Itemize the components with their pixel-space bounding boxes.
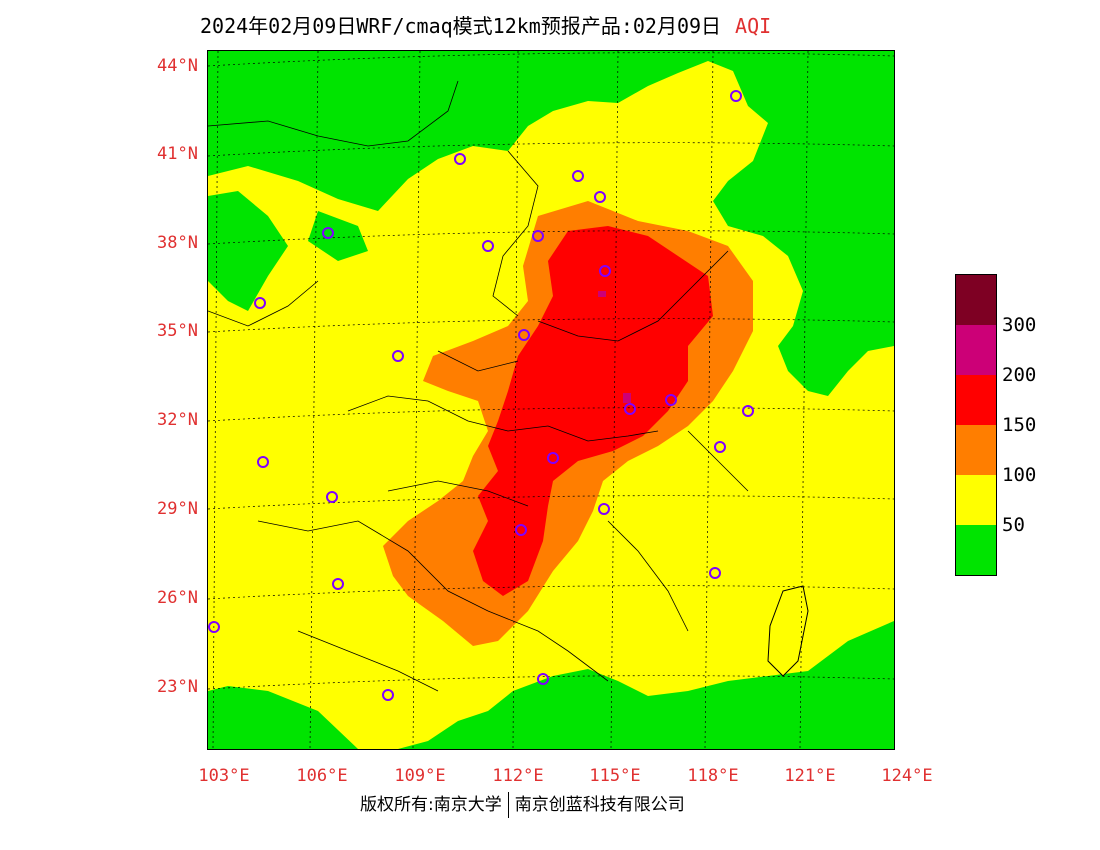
copyright-footer: 版权所有:南京大学 南京创蓝科技有限公司: [360, 790, 685, 818]
map-title: 2024年02月09日WRF/cmaq模式12km预报产品:02月09日 AQI: [200, 10, 771, 39]
legend-swatch-200-300: [956, 325, 996, 375]
aqi-legend: [955, 274, 997, 576]
aqi-map-svg: [208, 51, 894, 749]
legend-label-50: 50: [1002, 514, 1025, 536]
lon-label-106: 106°E: [296, 766, 348, 786]
legend-swatch-0-50: [956, 525, 996, 575]
aqi-speck-1: [598, 291, 606, 297]
legend-label-150: 150: [1002, 414, 1037, 436]
legend-label-300: 300: [1002, 314, 1037, 336]
copyright-left: 版权所有:南京大学: [360, 795, 502, 815]
lon-label-121: 121°E: [784, 766, 836, 786]
city-markers: [208, 90, 754, 701]
lon-label-103: 103°E: [198, 766, 250, 786]
taiwan-island: [767, 585, 809, 677]
lon-label-115: 115°E: [589, 766, 641, 786]
legend-swatch-150-200: [956, 375, 996, 425]
green-patch-northwest: [308, 211, 368, 261]
lat-label-41: 41°N: [157, 144, 198, 164]
lon-label-112: 112°E: [492, 766, 544, 786]
legend-label-100: 100: [1002, 464, 1037, 486]
lat-label-29: 29°N: [157, 499, 198, 519]
footer-divider: [507, 792, 509, 818]
lon-label-118: 118°E: [687, 766, 739, 786]
lat-label-32: 32°N: [157, 410, 198, 430]
lat-label-26: 26°N: [157, 588, 198, 608]
legend-swatch-50-100: [956, 475, 996, 525]
lat-label-35: 35°N: [157, 321, 198, 341]
lon-label-124: 124°E: [881, 766, 933, 786]
province-boundaries: [208, 80, 749, 692]
aqi-map: [207, 50, 895, 750]
aqi-speck-2: [623, 393, 631, 403]
lon-label-109: 109°E: [394, 766, 446, 786]
lat-label-23: 23°N: [157, 677, 198, 697]
lat-label-38: 38°N: [157, 233, 198, 253]
lat-label-44: 44°N: [157, 56, 198, 76]
green-patch-west: [208, 191, 288, 311]
legend-swatch-300plus: [956, 275, 996, 325]
legend-label-200: 200: [1002, 364, 1037, 386]
copyright-right: 南京创蓝科技有限公司: [514, 795, 685, 815]
legend-swatch-100-150: [956, 425, 996, 475]
title-main: 2024年02月09日WRF/cmaq模式12km预报产品:02月09日: [200, 14, 722, 38]
title-variable: AQI: [735, 14, 772, 38]
